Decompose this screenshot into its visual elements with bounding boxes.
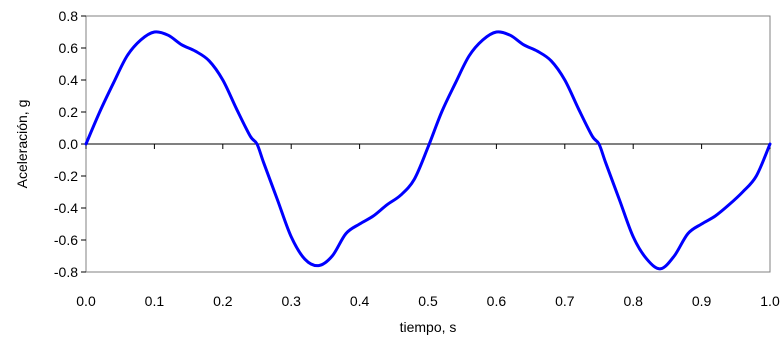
axes: 0.8 0.6 0.4 0.2 0.0 -0.2 -0.4 -0.6 -0.8 0.0 0.1 0.2… xyxy=(54,8,780,309)
x-tick-label: 0.8 xyxy=(623,293,643,309)
series-line xyxy=(84,30,772,271)
y-tick-label: 0.4 xyxy=(59,72,79,88)
x-tick-label: 0.5 xyxy=(418,293,438,309)
y-tick-label: -0.6 xyxy=(54,232,78,248)
x-tick-label: 0.2 xyxy=(213,293,233,309)
x-tick-label: 0.3 xyxy=(281,293,301,309)
y-tick-label: 0.6 xyxy=(59,40,79,56)
x-tick-label: 1.0 xyxy=(760,293,780,309)
x-tick-label: 0.4 xyxy=(350,293,370,309)
y-tick-label: 0.0 xyxy=(59,136,79,152)
x-tick-label: 0.6 xyxy=(487,293,507,309)
labels: tiempo, s Aceleración, g xyxy=(14,100,456,335)
x-tick-label: 0.7 xyxy=(555,293,575,309)
y-tick-label: -0.2 xyxy=(54,168,78,184)
y-tick-label: -0.4 xyxy=(54,200,78,216)
x-tick-label: 0.9 xyxy=(692,293,712,309)
x-tick-label: 0.1 xyxy=(145,293,165,309)
series-layer xyxy=(84,30,772,271)
x-axis-title: tiempo, s xyxy=(400,319,457,335)
y-tick-label: -0.8 xyxy=(54,264,78,280)
y-axis-title: Aceleración, g xyxy=(14,100,30,189)
x-tick-label: 0.0 xyxy=(76,293,96,309)
y-tick-label: 0.8 xyxy=(59,8,79,24)
y-tick-label: 0.2 xyxy=(59,104,79,120)
